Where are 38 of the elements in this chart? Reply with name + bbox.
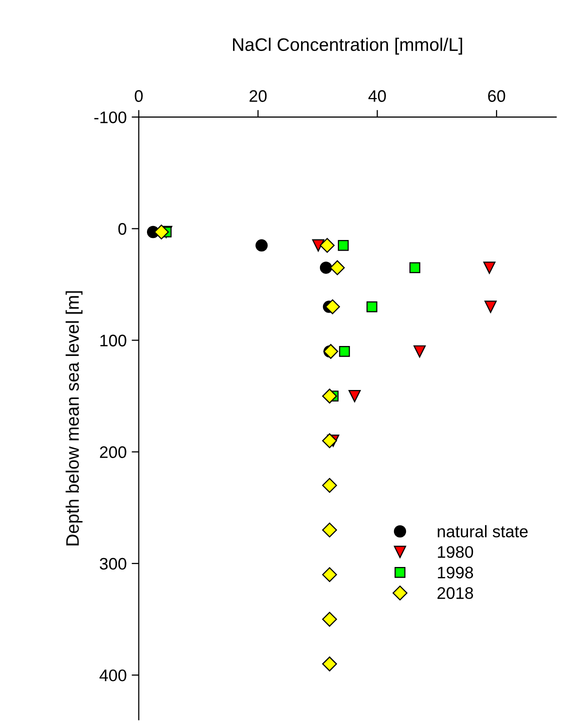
point (322, 567, 338, 582)
x-tick-label: 0 (134, 90, 143, 102)
point (322, 656, 338, 672)
point (330, 260, 345, 276)
point (320, 238, 335, 253)
y-tick-label: -100 (94, 111, 126, 124)
y-tick-label: 100 (100, 334, 126, 346)
point (255, 239, 268, 252)
legend-label: natural state (438, 525, 528, 538)
x-tick-label: 60 (488, 90, 506, 102)
y-axis-title: Depth below mean sea level [m] (66, 291, 82, 546)
point (348, 390, 361, 402)
point (414, 345, 426, 358)
legend-label: 1998 (438, 566, 474, 578)
point (325, 299, 340, 314)
point (484, 300, 497, 313)
y-tick-label: 300 (100, 558, 126, 570)
point (322, 433, 338, 448)
point (322, 612, 338, 627)
point (154, 224, 169, 240)
legend-label: 1980 (438, 546, 474, 558)
point (483, 262, 496, 274)
point (323, 344, 338, 359)
point (322, 388, 338, 404)
point (339, 346, 350, 357)
point (409, 262, 420, 274)
point (366, 301, 378, 312)
point (338, 240, 349, 251)
point (322, 522, 338, 538)
y-tick-label: 400 (100, 669, 126, 682)
x-tick-label: 20 (250, 90, 267, 102)
y-tick-label: 200 (100, 446, 126, 458)
point (320, 262, 332, 274)
point (322, 478, 338, 493)
legend-label: 2018 (438, 587, 474, 599)
x-tick-label: 40 (368, 90, 386, 102)
x-axis-title: NaCl Concentration [mmol/L] (233, 38, 462, 55)
y-tick-label: 0 (118, 223, 126, 235)
